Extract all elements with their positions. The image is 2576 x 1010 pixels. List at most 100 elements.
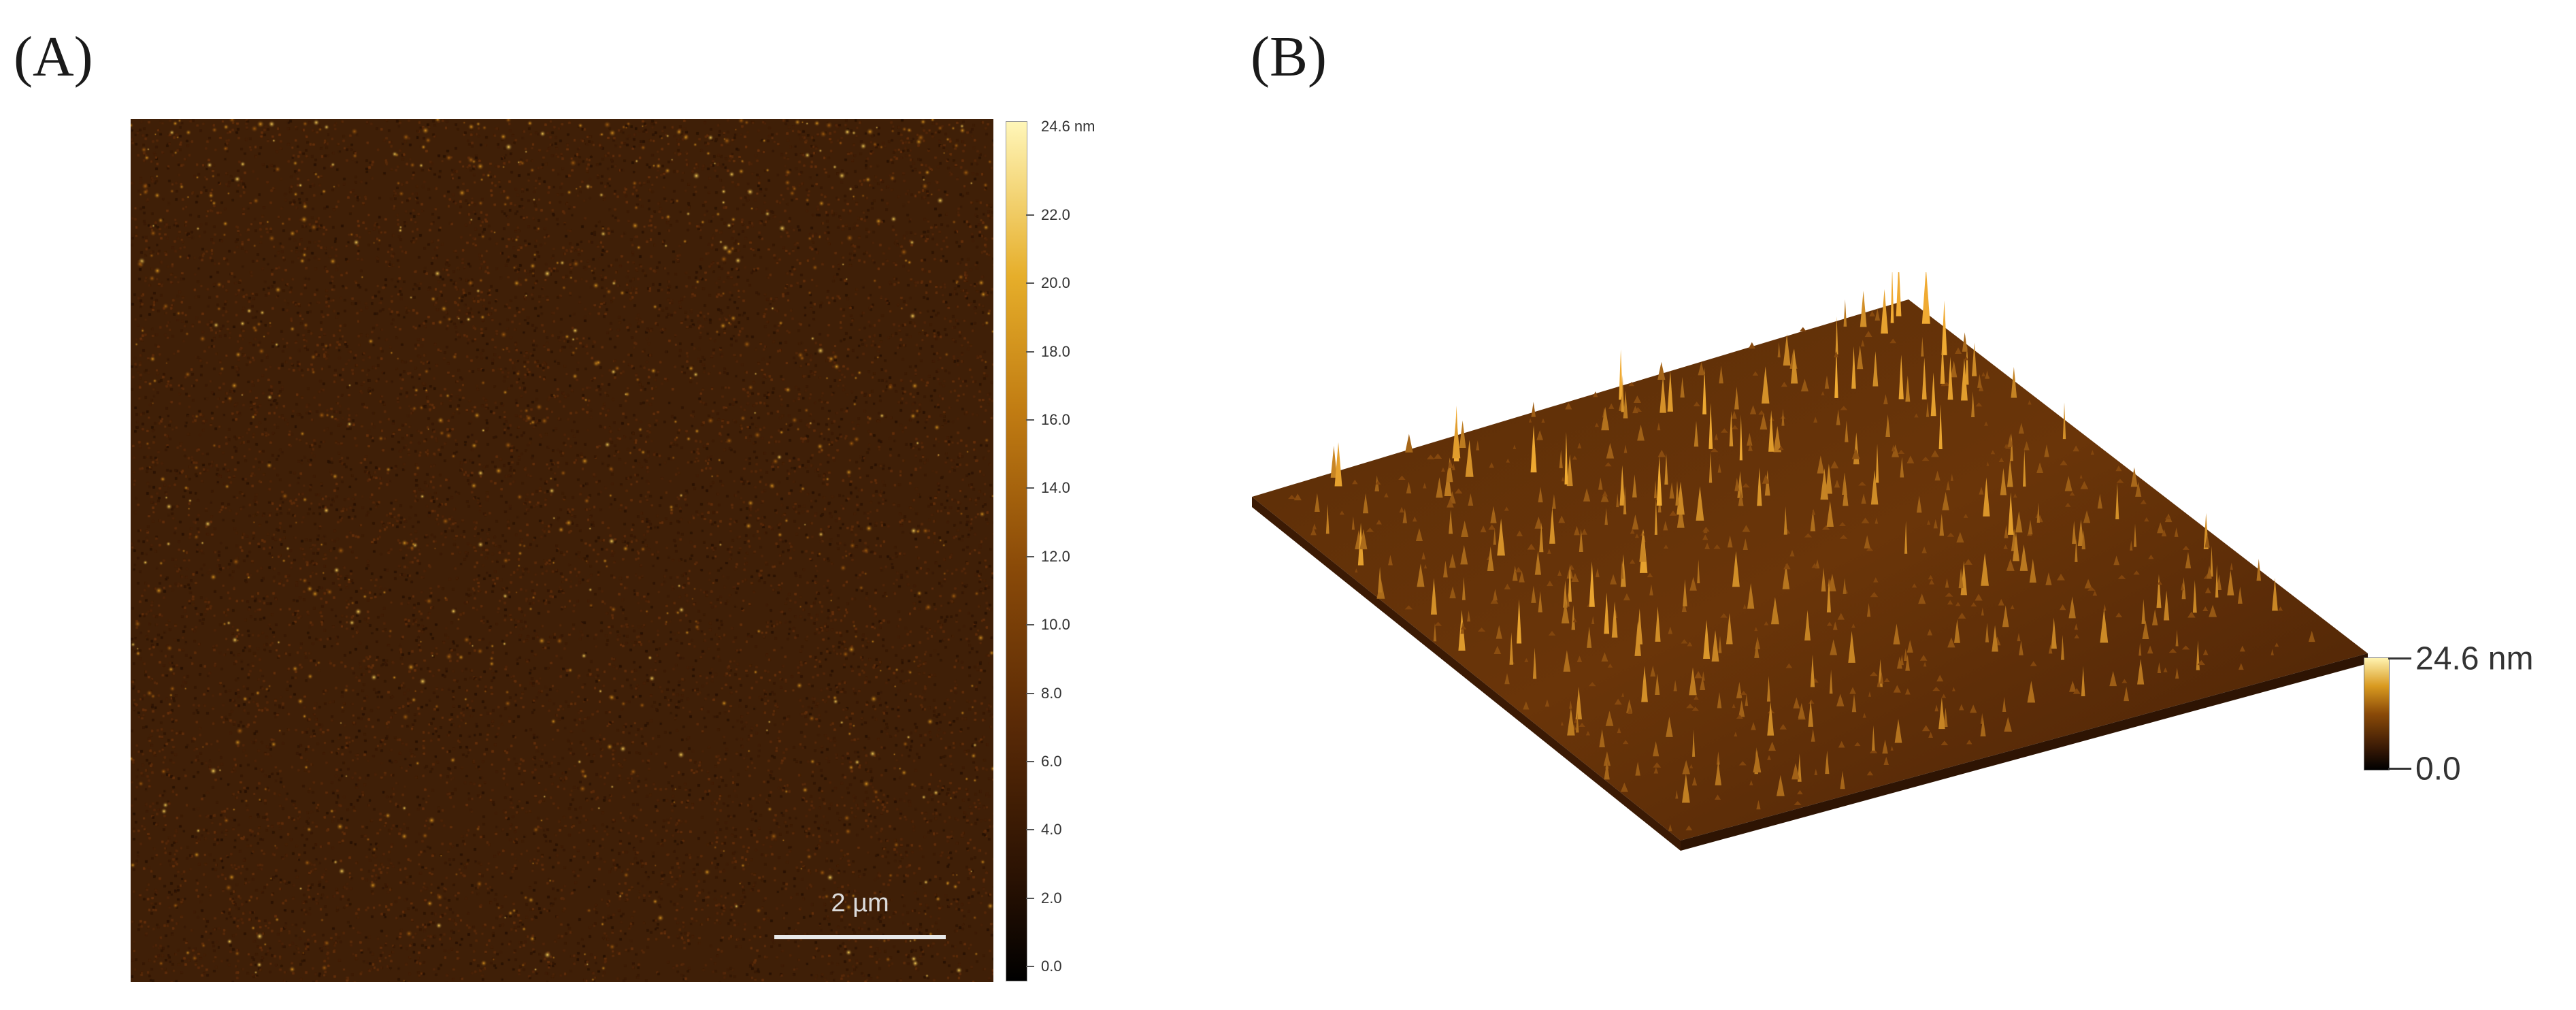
surface-spike (1980, 717, 1986, 737)
surface-spike (1738, 761, 1747, 766)
surface-spike (2161, 529, 2167, 537)
surface-spike (1814, 768, 1818, 775)
surface-spike (1971, 342, 1977, 376)
surface-spike (1862, 713, 1866, 718)
surface-spike (1748, 342, 1755, 349)
surface-spike (2164, 515, 2171, 519)
surface-spike (1761, 366, 1770, 404)
surface-spike (1460, 544, 1468, 565)
surface-spike (1594, 423, 1599, 427)
surface-spike (2068, 596, 2076, 619)
surface-spike (1748, 443, 1753, 451)
surface-spike (2081, 666, 2085, 697)
surface-spike (1604, 462, 1612, 467)
surface-spike (1745, 694, 1749, 706)
surface-spike (1689, 576, 1697, 591)
colorbar-a-tick-mark (1026, 419, 1034, 421)
surface-spike (1836, 694, 1845, 706)
surface-spike (1961, 358, 1968, 401)
surface-spike (2209, 604, 2217, 617)
surface-spike (1851, 346, 1856, 389)
surface-spike (1378, 566, 1383, 593)
surface-spike (1882, 739, 1888, 754)
surface-spike (1666, 716, 1673, 737)
surface-spike (1734, 387, 1739, 410)
colorbar-a-tick-mark (1026, 214, 1034, 216)
surface-spike (2238, 663, 2244, 670)
surface-spike (1916, 495, 1922, 513)
surface-spike (2207, 566, 2212, 579)
surface-spike (1504, 583, 1511, 589)
surface-spike (1384, 493, 1389, 498)
surface-spike (1619, 349, 1623, 400)
surface-spike (1981, 372, 1986, 376)
surface-spike (1548, 631, 1556, 636)
surface-spike (2117, 574, 2126, 579)
surface-spike (1504, 506, 1509, 511)
surface-spike (2075, 538, 2078, 562)
surface-spike (1825, 463, 1832, 494)
surface-spike (1830, 460, 1839, 469)
surface-spike (1869, 310, 1875, 316)
surface-spike (1747, 583, 1755, 609)
surface-spike (1623, 444, 1628, 453)
surface-spike (1634, 534, 1639, 538)
surface-spike (1694, 421, 1699, 447)
surface-spike (1653, 480, 1657, 499)
surface-spike (1797, 753, 1802, 782)
colorbar-a-tick-mark (1026, 351, 1034, 353)
colorbar-a-tick-label: 22.0 (1041, 206, 1070, 223)
surface-spike (1781, 382, 1788, 387)
surface-spike (1628, 707, 1632, 714)
surface-spike (2051, 617, 2057, 649)
surface-spike (1443, 560, 1448, 578)
surface-spike (1921, 336, 1924, 357)
surface-spike (1669, 510, 1677, 516)
surface-spike (1940, 341, 1945, 384)
surface-spike (2004, 443, 2008, 448)
surface-spike (1977, 374, 1982, 388)
colorbar-a-tick-mark (1026, 282, 1034, 284)
surface-spike (1593, 391, 1598, 397)
surface-spike (1430, 578, 1437, 615)
surface-spike (1476, 440, 1480, 451)
surface-spike (1738, 490, 1744, 506)
surface-spike (1659, 376, 1666, 413)
surface-spike (2011, 367, 2017, 398)
surface-spike (1376, 519, 1382, 525)
surface-spike (1871, 725, 1875, 751)
surface-spike (2003, 544, 2008, 549)
surface-spike (1716, 751, 1720, 765)
surface-spike (1785, 663, 1793, 668)
surface-spike (1531, 402, 1536, 417)
surface-spike (1721, 428, 1728, 433)
surface-spike (1689, 764, 1694, 768)
surface-spike (1656, 455, 1662, 506)
surface-spike (1875, 444, 1879, 483)
surface-spike (1857, 345, 1864, 370)
surface-spike (1970, 602, 1977, 607)
surface-spike (2181, 582, 2184, 591)
surface-spike (1563, 650, 1571, 672)
surface-spike (2004, 717, 2012, 732)
surface-spike (2027, 681, 2036, 703)
surface-spike (1749, 780, 1753, 785)
surface-spike (1583, 488, 1591, 502)
surface-spike (1779, 723, 1787, 730)
surface-spike (1821, 391, 1825, 395)
surface-spike (1628, 382, 1635, 387)
surface-spike (1566, 592, 1570, 607)
surface-spike (1945, 592, 1953, 597)
surface-spike (1633, 395, 1641, 403)
surface-spike (2148, 554, 2154, 559)
surface-spike (1538, 591, 1542, 613)
surface-spike (1288, 495, 1296, 500)
surface-spike (1921, 547, 1928, 553)
surface-spike (1808, 699, 1814, 727)
surface-spike (1981, 553, 1989, 586)
surface-spike (1893, 685, 1901, 693)
surface-spike (1436, 477, 1443, 498)
surface-spike (2109, 670, 2117, 687)
surface-spike (1608, 403, 1615, 409)
surface-spike (2029, 559, 2036, 583)
